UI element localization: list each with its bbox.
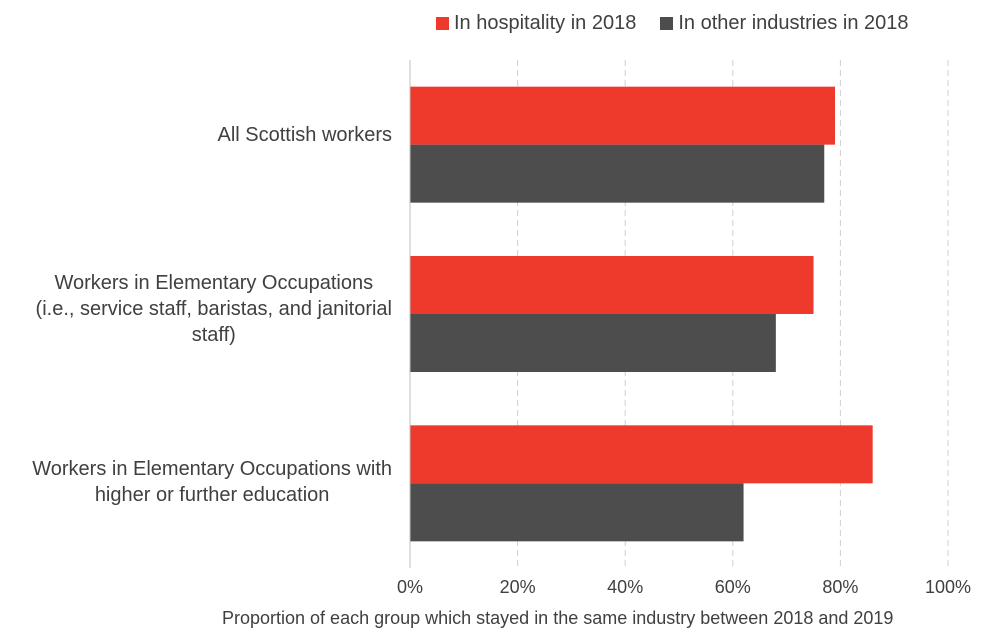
x-tick-label: 60%	[715, 577, 751, 597]
bar-hospitality-1	[410, 256, 814, 314]
category-label-line: higher or further education	[94, 484, 330, 506]
x-tick-label: 0%	[397, 577, 423, 597]
legend-swatch-other-industries	[660, 17, 674, 30]
legend-label-hospitality: In hospitality in 2018	[454, 12, 637, 34]
legend-item-hospitality: In hospitality in 2018	[436, 12, 636, 35]
category-label-line: Workers in Elementary Occupations	[54, 272, 374, 294]
x-tick-label: 80%	[822, 577, 858, 597]
x-tick-label: 100%	[925, 577, 971, 597]
x-tick-labels: 0% 20% 40% 60% 80% 100%	[397, 577, 971, 597]
category-label-line: All Scottish workers	[217, 124, 393, 146]
x-tick-label: 20%	[500, 577, 536, 597]
legend-swatch-hospitality	[436, 17, 449, 30]
category-label-all-scottish-workers: All Scottish workers	[218, 122, 393, 148]
bar-hospitality-0	[410, 86, 836, 145]
legend: In hospitality in 2018 In other industri…	[436, 12, 933, 35]
bar-hospitality-2	[410, 425, 873, 484]
bars	[410, 86, 873, 542]
category-label-elementary-occupations-education: Workers in Elementary Occupations with h…	[32, 456, 392, 508]
legend-item-other-industries: In other industries in 2018	[660, 12, 909, 35]
x-tick-label: 40%	[607, 577, 643, 597]
category-label-line: (i.e., service staff, baristas, and jani…	[35, 298, 392, 320]
category-label-elementary-occupations: Workers in Elementary Occupations (i.e.,…	[36, 270, 392, 348]
legend-label-other-industries: In other industries in 2018	[678, 12, 909, 34]
category-label-line: Workers in Elementary Occupations with	[32, 458, 392, 480]
bar-other-industries-1	[410, 314, 776, 372]
x-axis-title: Proportion of each group which stayed in…	[222, 608, 894, 628]
bar-other-industries-2	[410, 483, 744, 542]
category-label-line: staff)	[191, 324, 236, 346]
bar-other-industries-0	[410, 144, 825, 203]
